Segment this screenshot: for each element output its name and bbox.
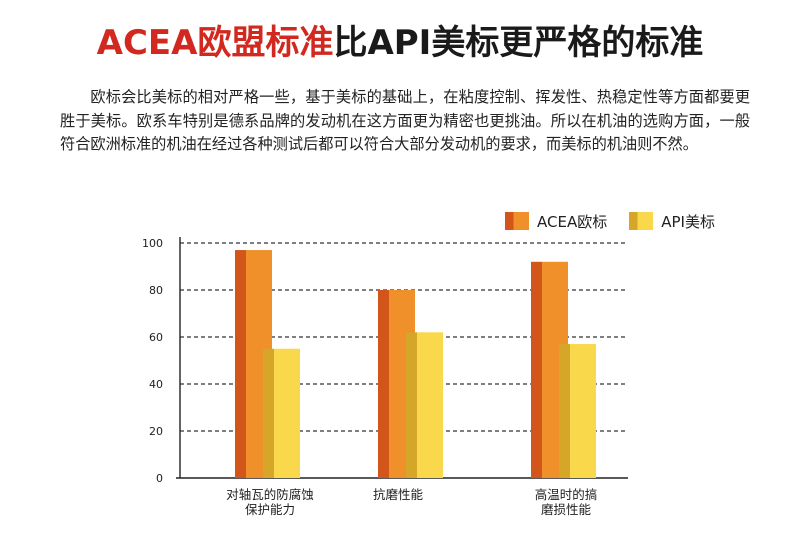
y-tick-label: 60 xyxy=(149,331,163,344)
bar-api xyxy=(263,348,300,478)
chart-legend: ACEA欧标 API美标 xyxy=(505,211,715,231)
y-tick-label: 100 xyxy=(142,237,163,250)
legend-swatch-acea xyxy=(505,212,529,230)
category-label: 对轴瓦的防腐蚀 保护能力 xyxy=(226,487,314,517)
legend-item-acea: ACEA欧标 xyxy=(505,211,607,232)
bar-api xyxy=(406,332,443,478)
intro-paragraph: 欧标会比美标的相对严格一些，基于美标的基础上，在粘度控制、挥发性、热稳定性等方面… xyxy=(60,88,750,153)
legend-label-acea: ACEA欧标 xyxy=(537,212,608,231)
legend-swatch-api xyxy=(629,212,654,230)
legend-item-api: API美标 xyxy=(629,211,715,232)
title-red-part: ACEA欧盟标准 xyxy=(96,23,334,63)
category-label: 高温时的搞 磨损性能 xyxy=(534,487,598,517)
y-tick-label: 20 xyxy=(149,425,163,438)
legend-label-api: API美标 xyxy=(661,212,715,231)
y-tick-label: 0 xyxy=(156,472,163,485)
y-tick-label: 40 xyxy=(149,378,163,391)
y-tick-label: 80 xyxy=(149,284,163,297)
category-label: 抗磨性能 xyxy=(372,487,423,502)
bar-api xyxy=(559,344,596,478)
title-black-part: 比API美标更严格的标准 xyxy=(333,23,704,63)
page-title: ACEA欧盟标准比API美标更严格的标准 xyxy=(0,22,800,64)
